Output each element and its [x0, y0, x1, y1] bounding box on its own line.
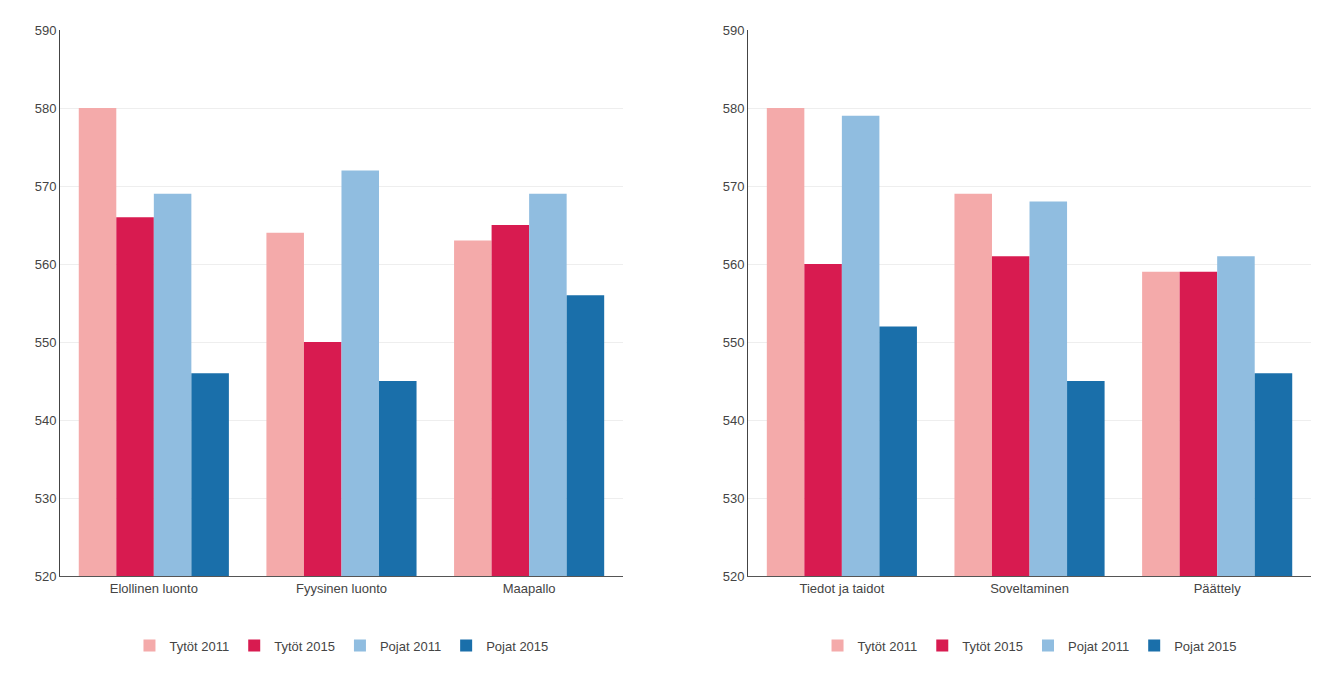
svg-text:580: 580	[723, 101, 745, 116]
svg-text:Fyysinen luonto: Fyysinen luonto	[296, 581, 387, 596]
svg-text:590: 590	[723, 23, 745, 38]
svg-text:Elollinen luonto: Elollinen luonto	[110, 581, 198, 596]
svg-text:Soveltaminen: Soveltaminen	[990, 581, 1069, 596]
svg-text:570: 570	[723, 179, 745, 194]
svg-text:560: 560	[723, 257, 745, 272]
svg-text:Tytöt 2015: Tytöt 2015	[962, 639, 1023, 654]
svg-text:Tiedot ja taidot: Tiedot ja taidot	[799, 581, 884, 596]
svg-text:Tytöt 2015: Tytöt 2015	[274, 639, 335, 654]
svg-text:560: 560	[35, 257, 57, 272]
svg-text:570: 570	[35, 179, 57, 194]
svg-text:520: 520	[35, 569, 57, 584]
svg-text:520: 520	[723, 569, 745, 584]
svg-text:Maapallo: Maapallo	[503, 581, 556, 596]
svg-text:540: 540	[723, 413, 745, 428]
svg-text:590: 590	[35, 23, 57, 38]
svg-text:Pojat 2011: Pojat 2011	[1068, 639, 1129, 654]
svg-text:Tytöt 2011: Tytöt 2011	[858, 639, 918, 654]
svg-text:530: 530	[35, 491, 57, 506]
svg-text:580: 580	[35, 101, 57, 116]
svg-text:Pojat 2015: Pojat 2015	[486, 639, 548, 654]
svg-text:530: 530	[723, 491, 745, 506]
svg-text:Tytöt 2011: Tytöt 2011	[169, 639, 229, 654]
svg-text:Pojat 2011: Pojat 2011	[380, 639, 441, 654]
svg-text:Päättely: Päättely	[1194, 581, 1241, 596]
svg-text:550: 550	[35, 335, 57, 350]
svg-text:540: 540	[35, 413, 57, 428]
svg-text:Pojat 2015: Pojat 2015	[1174, 639, 1236, 654]
svg-text:550: 550	[723, 335, 745, 350]
